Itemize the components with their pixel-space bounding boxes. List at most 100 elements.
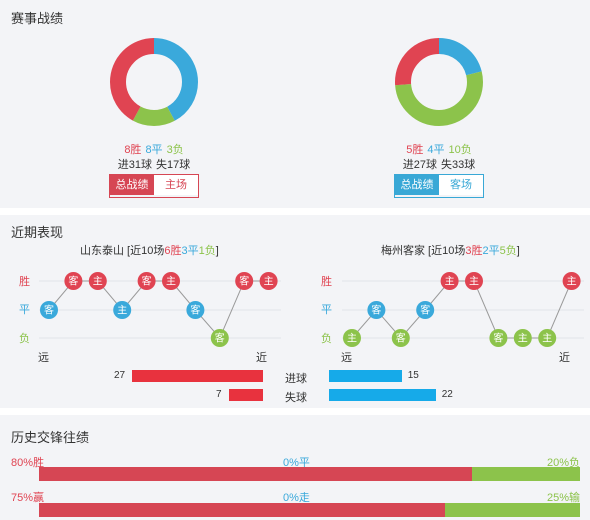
home-form-point: 客 [210, 329, 229, 347]
away-wins: 5胜 [406, 144, 424, 156]
away-form-dot [562, 272, 581, 290]
home-form-point: 客 [137, 272, 156, 290]
home-form-point: 主 [259, 272, 278, 290]
h2h-push-pct: 0%走 [283, 492, 310, 504]
home-form-venue-label: 主 [117, 305, 127, 317]
h2h-win-fill [39, 467, 472, 481]
away-form-point: 主 [343, 329, 361, 347]
away-form-dot [391, 329, 410, 347]
home-form-venue-label: 客 [190, 304, 200, 317]
home-form-point: 客 [64, 272, 83, 290]
h2h-win-pct: 80%胜 [11, 457, 45, 469]
away-recent-wins: 3胜 [465, 245, 483, 257]
home-form-dot [186, 301, 205, 319]
home-form-venue-label: 客 [239, 275, 249, 288]
tab-away-venue[interactable]: 客场 [439, 175, 483, 195]
away-form-point: 主 [465, 272, 483, 290]
home-form-dot [259, 272, 278, 290]
home-goals-against-value: 7 [216, 389, 222, 400]
away-record-donut [395, 38, 483, 126]
away-form-point: 客 [416, 301, 435, 319]
away-recent-losses: 5负 [499, 245, 517, 257]
home-form-venue-label: 主 [166, 276, 176, 288]
home-donut-loss-segment [110, 38, 198, 126]
home-form-venue-label: 主 [93, 276, 103, 288]
home-goals-line: 进31球 失17球 [54, 156, 254, 172]
away-form-venue-label: 客 [396, 332, 406, 345]
away-recent-hdr-pre: [近10场 [425, 245, 466, 257]
home-recent-hdr-post: ] [215, 245, 219, 257]
away-form-point: 主 [513, 329, 532, 347]
home-recent-wins: 6胜 [164, 245, 182, 257]
away-form-venue-label: 主 [445, 276, 455, 288]
away-form-dot [440, 272, 459, 290]
away-axis-loss-label: 负 [321, 333, 332, 345]
away-axis-win-label: 胜 [321, 276, 332, 288]
home-axis-loss-label: 负 [19, 333, 30, 345]
home-form-dot [162, 272, 180, 290]
home-goals-against-bar [229, 389, 263, 401]
away-form-dot [416, 301, 435, 319]
away-form-venue-label: 客 [371, 304, 381, 317]
section-title-history: 历史交锋往绩 [11, 430, 90, 445]
home-record-tabs: 总战绩 主场 [109, 174, 199, 198]
goals-for-label: 进球 [285, 373, 307, 385]
goals-against-label: 失球 [285, 392, 307, 404]
away-form-dot [343, 329, 361, 347]
away-form-point: 客 [489, 329, 508, 347]
tab-total-record[interactable]: 总战绩 [110, 175, 154, 195]
home-record-donut [110, 38, 198, 126]
home-form-dot [64, 272, 83, 290]
away-goals-for-value: 15 [407, 370, 419, 381]
home-form-point: 主 [162, 272, 180, 290]
away-form-dot [489, 329, 508, 347]
away-form-venue-label: 主 [518, 333, 528, 345]
home-form-dot [113, 301, 132, 319]
h2h-cover-pct: 75%赢 [11, 492, 45, 504]
away-recent-header: 梅州客家 [近10场3胜2平5负] [381, 242, 520, 258]
home-goals-conceded: 失17球 [156, 159, 191, 171]
away-goals-conceded: 失33球 [441, 159, 476, 171]
home-axis-near-label: 近 [256, 352, 267, 364]
away-form-point: 主 [440, 272, 459, 290]
h2h-lose-pct: 25%输 [546, 492, 580, 504]
away-donut-win-segment [395, 38, 483, 126]
home-form-dot [235, 272, 254, 290]
home-wins: 8胜 [124, 144, 142, 156]
home-form-venue-label: 主 [264, 276, 274, 288]
away-donut-loss-segment [395, 38, 483, 126]
away-draws: 4平 [427, 144, 445, 156]
away-form-point: 主 [538, 329, 557, 347]
away-recent-hdr-post: ] [516, 245, 520, 257]
home-goals-for-bar [132, 370, 263, 382]
away-goals-line: 进27球 失33球 [339, 156, 539, 172]
away-form-venue-label: 主 [542, 333, 552, 345]
home-axis-far-label: 远 [38, 352, 49, 364]
h2h-draw-pct: 0%平 [283, 457, 310, 469]
h2h-handicap-bar [39, 503, 580, 517]
away-axis-near-label: 近 [559, 352, 570, 364]
home-goals-for-value: 27 [114, 370, 126, 381]
away-axis-draw-label: 平 [321, 304, 332, 316]
home-form-line [48, 280, 269, 339]
home-form-venue-label: 客 [142, 275, 152, 288]
home-team-name: 山东泰山 [80, 245, 124, 257]
away-form-point: 客 [367, 301, 386, 319]
home-form-point: 客 [186, 301, 205, 319]
head-to-head-section: 历史交锋往绩 80%胜 0%平 20%负 75%赢 0%走 25%输 [0, 415, 590, 520]
home-losses: 3负 [166, 144, 184, 156]
home-form-dot [210, 329, 229, 347]
tab-total-record[interactable]: 总战绩 [395, 175, 439, 195]
away-form-point: 客 [391, 329, 410, 347]
home-form-venue-label: 客 [215, 332, 225, 345]
home-recent-losses: 1负 [198, 245, 216, 257]
away-form-venue-label: 主 [567, 276, 577, 288]
away-record-tabs: 总战绩 客场 [394, 174, 484, 198]
tab-home-venue[interactable]: 主场 [154, 175, 198, 195]
home-form-venue-label: 客 [44, 304, 54, 317]
home-form-dot [88, 272, 107, 290]
home-recent-hdr-pre: [近10场 [124, 245, 165, 257]
home-form-dot [137, 272, 156, 290]
home-goals-scored: 进31球 [117, 159, 152, 171]
away-axis-far-label: 远 [341, 352, 352, 364]
